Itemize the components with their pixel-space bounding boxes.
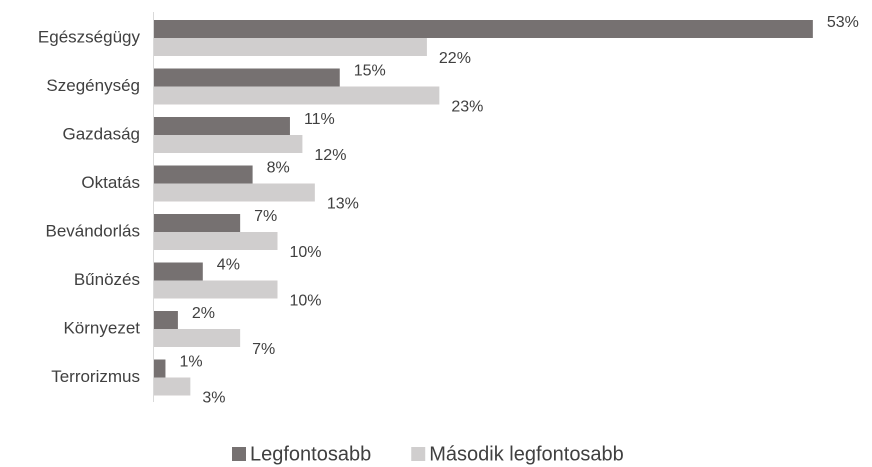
bar xyxy=(154,329,241,347)
value-label: 7% xyxy=(252,341,275,358)
value-label: 10% xyxy=(290,244,322,261)
bar xyxy=(154,135,303,153)
value-label: 13% xyxy=(327,196,359,213)
value-label: 4% xyxy=(217,257,240,274)
category-label: Környezet xyxy=(63,318,140,337)
bar xyxy=(154,183,315,202)
value-label: 10% xyxy=(290,293,322,310)
category-label: Egészségügy xyxy=(38,27,141,46)
value-label: 2% xyxy=(192,305,215,322)
bar xyxy=(154,68,340,87)
legend-label: Második legfontosabb xyxy=(429,443,624,465)
value-label: 8% xyxy=(267,160,290,177)
category-label: Bevándorlás xyxy=(45,221,140,240)
bar xyxy=(154,311,178,329)
value-label: 15% xyxy=(354,63,386,80)
value-label: 1% xyxy=(179,354,202,371)
legend-label: Legfontosabb xyxy=(250,443,371,465)
bar xyxy=(154,232,278,250)
bar xyxy=(154,20,813,38)
value-label: 3% xyxy=(202,390,225,407)
legend-swatch xyxy=(411,447,426,461)
bar xyxy=(154,280,278,299)
value-label: 12% xyxy=(314,147,346,164)
category-label: Szegénység xyxy=(46,76,140,95)
bar xyxy=(154,38,427,56)
bar xyxy=(154,86,440,105)
bar xyxy=(154,117,290,135)
bar xyxy=(154,165,253,184)
category-label: Oktatás xyxy=(81,173,140,192)
bar xyxy=(154,359,166,378)
bar xyxy=(154,377,191,396)
bar xyxy=(154,262,203,281)
value-label: 23% xyxy=(451,99,483,116)
category-label: Gazdaság xyxy=(63,124,141,143)
bar xyxy=(154,214,241,232)
category-label: Terrorizmus xyxy=(51,367,140,386)
value-label: 11% xyxy=(304,111,335,128)
value-label: 22% xyxy=(439,50,471,67)
value-label: 7% xyxy=(254,208,277,225)
legend-swatch xyxy=(232,447,246,461)
category-label: Bűnözés xyxy=(74,270,140,289)
value-label: 53% xyxy=(827,14,859,31)
